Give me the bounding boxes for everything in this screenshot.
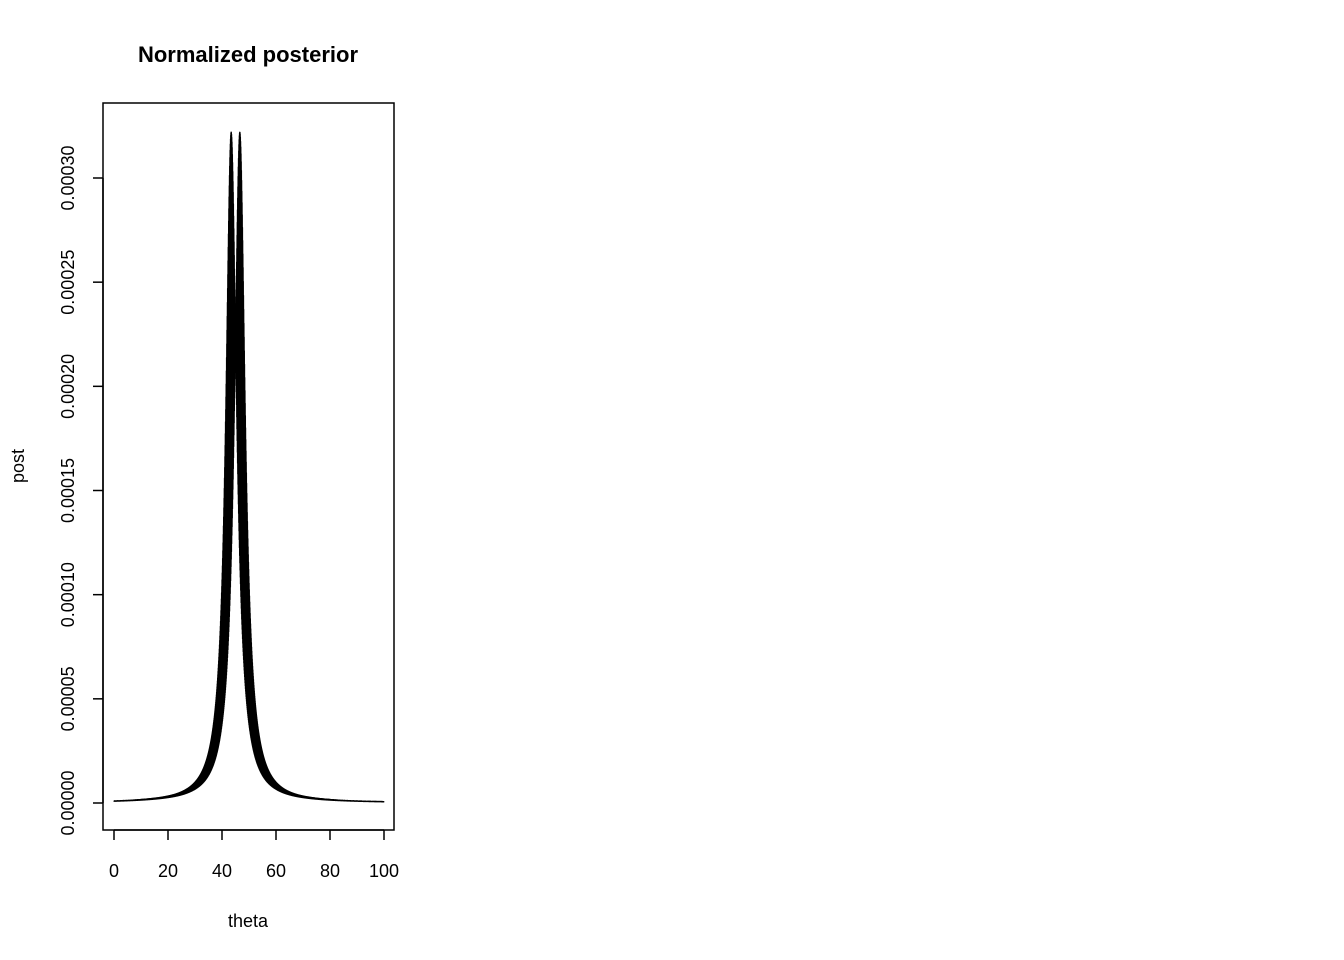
series-band-post (114, 132, 384, 802)
y-tick-label: 0.00030 (58, 145, 78, 210)
y-tick-label: 0.00010 (58, 562, 78, 627)
x-tick-label: 0 (109, 861, 119, 881)
y-axis-label: post (8, 449, 28, 483)
series-post (113, 131, 385, 803)
x-axis-label: theta (228, 911, 269, 931)
x-axis-ticks: 0 20 40 60 80 100 (109, 830, 399, 881)
y-tick-label: 0.00025 (58, 250, 78, 315)
x-tick-label: 80 (320, 861, 340, 881)
x-tick-label: 40 (212, 861, 232, 881)
y-tick-label: 0.00005 (58, 666, 78, 731)
chart-title: Normalized posterior (138, 42, 358, 67)
x-tick-label: 60 (266, 861, 286, 881)
y-tick-label: 0.00020 (58, 354, 78, 419)
y-axis-ticks: 0.00000 0.00005 0.00010 0.00015 0.00020 0.000… (58, 145, 103, 836)
x-tick-label: 20 (158, 861, 178, 881)
y-tick-label: 0.00000 (58, 770, 78, 835)
x-tick-label: 100 (369, 861, 399, 881)
y-tick-label: 0.00015 (58, 458, 78, 523)
